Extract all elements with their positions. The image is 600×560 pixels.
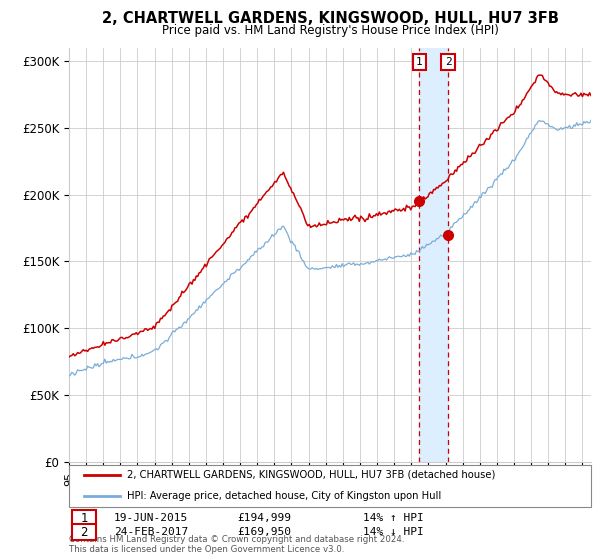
Text: 2, CHARTWELL GARDENS, KINGSWOOD, HULL, HU7 3FB: 2, CHARTWELL GARDENS, KINGSWOOD, HULL, H…	[101, 11, 559, 26]
Text: 14% ↓ HPI: 14% ↓ HPI	[363, 527, 424, 537]
Text: 2: 2	[445, 57, 451, 67]
Text: 2, CHARTWELL GARDENS, KINGSWOOD, HULL, HU7 3FB (detached house): 2, CHARTWELL GARDENS, KINGSWOOD, HULL, H…	[127, 470, 496, 480]
Text: Contains HM Land Registry data © Crown copyright and database right 2024.
This d: Contains HM Land Registry data © Crown c…	[69, 535, 404, 554]
Text: 2: 2	[80, 525, 88, 539]
Text: £194,999: £194,999	[237, 513, 291, 523]
Text: £169,950: £169,950	[237, 527, 291, 537]
Text: 1: 1	[416, 57, 423, 67]
Text: 24-FEB-2017: 24-FEB-2017	[114, 527, 188, 537]
Text: 1: 1	[80, 511, 88, 525]
Bar	[419, 48, 448, 462]
Text: Price paid vs. HM Land Registry's House Price Index (HPI): Price paid vs. HM Land Registry's House …	[161, 24, 499, 36]
Text: 19-JUN-2015: 19-JUN-2015	[114, 513, 188, 523]
Text: 14% ↑ HPI: 14% ↑ HPI	[363, 513, 424, 523]
Text: HPI: Average price, detached house, City of Kingston upon Hull: HPI: Average price, detached house, City…	[127, 491, 442, 501]
